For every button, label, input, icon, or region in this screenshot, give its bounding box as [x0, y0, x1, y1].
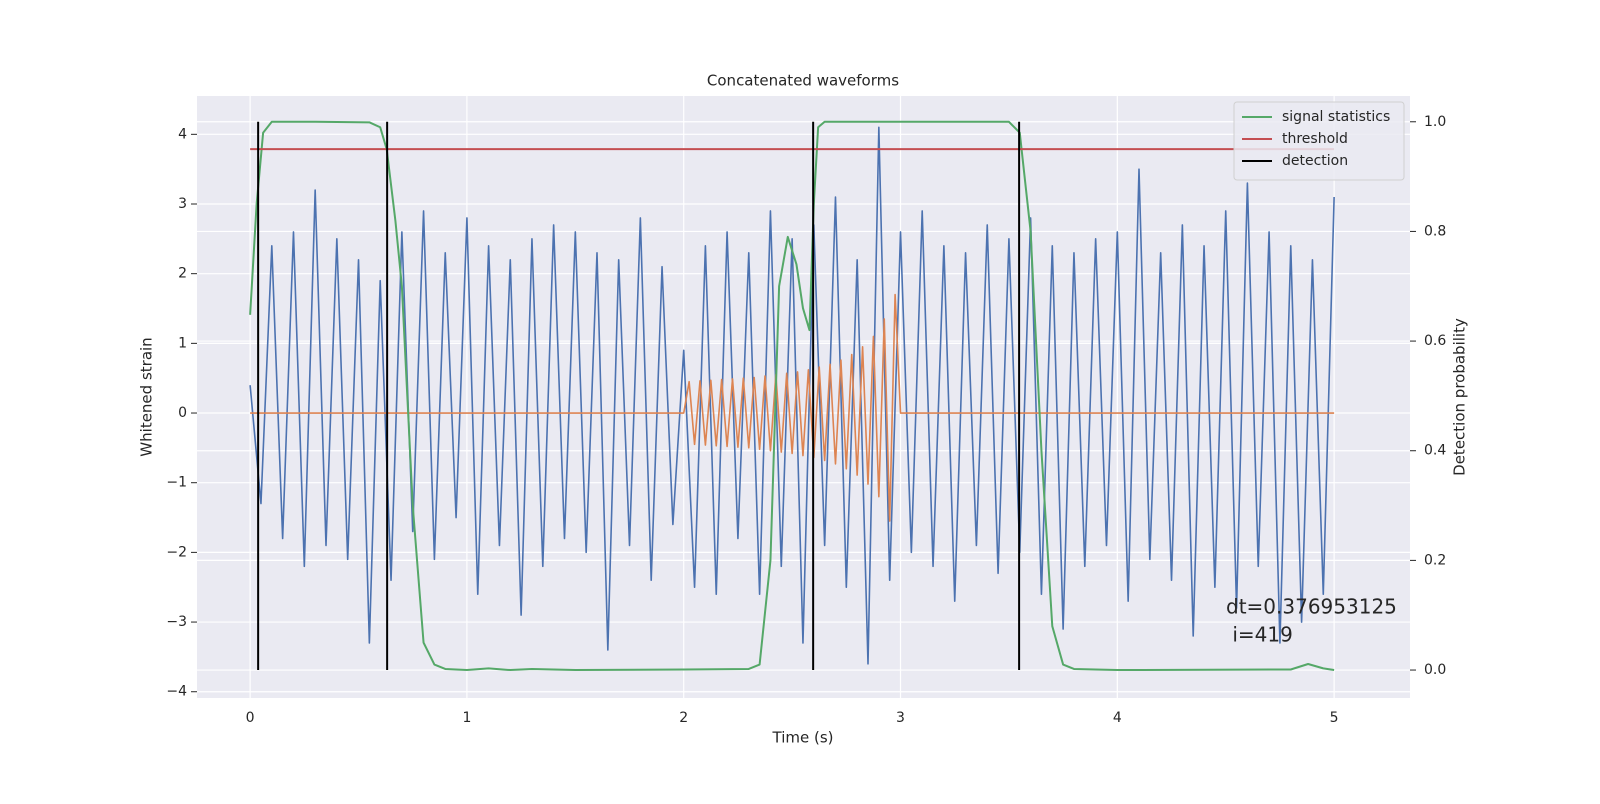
x-tick-label: 4	[1113, 710, 1122, 726]
y2-tick-label: 0.2	[1424, 552, 1446, 568]
y-tick-label: 3	[178, 196, 187, 212]
series-line	[249, 126, 1335, 665]
x-axis-label: Time (s)	[772, 729, 834, 747]
legend-box	[1233, 101, 1405, 181]
annotation: dt=0.376953125	[1226, 595, 1397, 619]
chart-title: Concatenated waveforms	[707, 72, 899, 90]
y-axis-label: Whitened strain	[138, 337, 156, 456]
legend-label: threshold	[1282, 131, 1348, 147]
y-tick-label: 2	[178, 266, 187, 282]
x-tick-label: 5	[1330, 710, 1339, 726]
x-tick-label: 2	[679, 710, 688, 726]
x-tick-label: 0	[246, 710, 255, 726]
y-tick-label: −4	[166, 684, 187, 700]
y-tick-label: 0	[178, 405, 187, 421]
y2-tick-label: 0.6	[1424, 333, 1446, 349]
y2-tick-label: 1.0	[1424, 114, 1446, 130]
annotation: i=419	[1226, 623, 1293, 647]
x-tick-label: 1	[462, 710, 471, 726]
y-tick-label: 1	[178, 335, 187, 351]
y-tick-label: −3	[166, 614, 187, 630]
legend-label: detection	[1282, 153, 1348, 169]
legend-label: signal statistics	[1282, 109, 1390, 125]
y-tick-label: 4	[178, 126, 187, 142]
series-line	[249, 120, 1335, 672]
y-tick-label: −2	[166, 544, 187, 560]
y2-tick-label: 0.8	[1424, 223, 1446, 239]
x-tick-label: 3	[896, 710, 905, 726]
series-line	[250, 293, 1335, 522]
y2-axis-label: Detection probability	[1451, 318, 1469, 476]
y2-tick-label: 0.4	[1424, 443, 1446, 459]
y-tick-label: −1	[166, 475, 187, 491]
y2-tick-label: 0.0	[1424, 662, 1446, 678]
